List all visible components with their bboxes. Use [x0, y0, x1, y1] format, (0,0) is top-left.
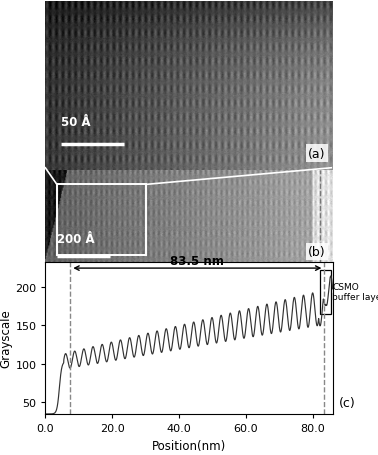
Text: (a): (a) [308, 147, 325, 160]
Bar [57, 185, 146, 255]
X-axis label: Position(nm): Position(nm) [152, 439, 226, 451]
Text: (c): (c) [338, 396, 355, 410]
Text: 200 Å: 200 Å [57, 233, 94, 246]
Text: 83.5 nm: 83.5 nm [170, 254, 224, 268]
Y-axis label: Grayscale: Grayscale [0, 309, 12, 368]
Bar [320, 270, 331, 314]
Text: (b): (b) [308, 246, 325, 258]
Text: 50 Å: 50 Å [61, 115, 91, 128]
Text: CSMO
buffer layer: CSMO buffer layer [332, 282, 378, 302]
